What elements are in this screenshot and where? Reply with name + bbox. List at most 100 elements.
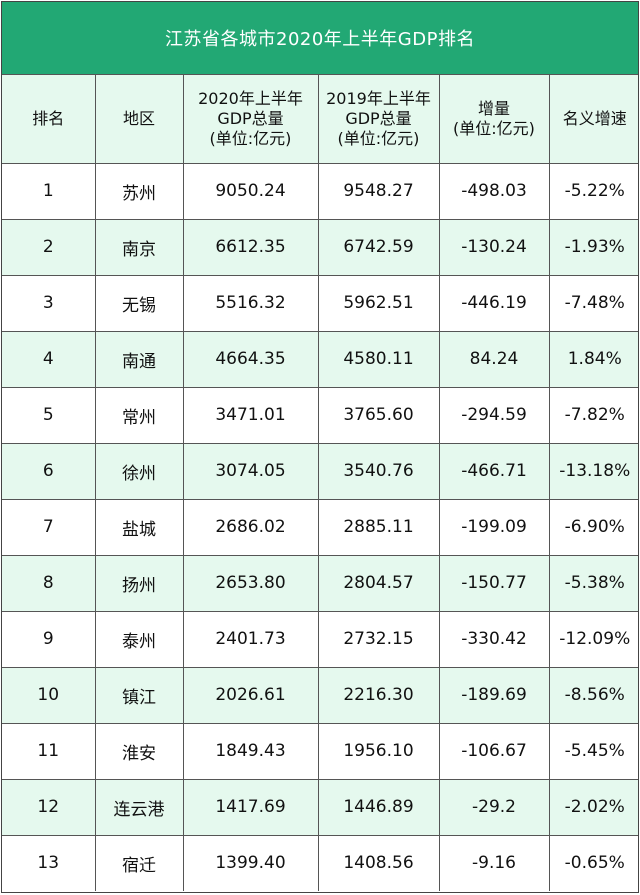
increment-cell: -466.71 <box>438 442 550 500</box>
table-header-row: 排名 地区 2020年上半年 GDP总量 (单位:亿元) 2019年上半年 GD… <box>2 75 638 164</box>
table-row: 4 南通 4664.35 4580.11 84.24 1.84% <box>2 330 638 388</box>
increment-cell: -130.24 <box>438 218 550 276</box>
gdp-2019-cell: 2885.11 <box>317 498 440 556</box>
region-cell: 苏州 <box>94 162 184 220</box>
rank-cell: 11 <box>2 722 96 780</box>
increment-cell: -294.59 <box>438 386 550 444</box>
increment-cell: -29.2 <box>438 778 550 836</box>
column-header-nominal-growth: 名义增速 <box>548 75 638 164</box>
growth-cell: -0.65% <box>548 834 638 891</box>
gdp-2020-cell: 2686.02 <box>182 498 319 556</box>
gdp-2019-cell: 3765.60 <box>317 386 440 444</box>
growth-cell: -6.90% <box>548 498 638 556</box>
gdp-2019-cell: 2804.57 <box>317 554 440 612</box>
gdp-2020-cell: 5516.32 <box>182 274 319 332</box>
increment-cell: -330.42 <box>438 610 550 668</box>
rank-cell: 13 <box>2 834 96 891</box>
region-cell: 宿迁 <box>94 834 184 891</box>
gdp-2020-cell: 3074.05 <box>182 442 319 500</box>
region-cell: 泰州 <box>94 610 184 668</box>
region-cell: 盐城 <box>94 498 184 556</box>
increment-cell: -446.19 <box>438 274 550 332</box>
increment-cell: -199.09 <box>438 498 550 556</box>
table-row: 2 南京 6612.35 6742.59 -130.24 -1.93% <box>2 218 638 276</box>
gdp-2019-cell: 2732.15 <box>317 610 440 668</box>
region-cell: 连云港 <box>94 778 184 836</box>
growth-cell: -13.18% <box>548 442 638 500</box>
rank-cell: 3 <box>2 274 96 332</box>
table-row: 1 苏州 9050.24 9548.27 -498.03 -5.22% <box>2 162 638 220</box>
gdp-2019-cell: 1408.56 <box>317 834 440 891</box>
growth-cell: -5.38% <box>548 554 638 612</box>
region-cell: 镇江 <box>94 666 184 724</box>
region-cell: 扬州 <box>94 554 184 612</box>
table-row: 5 常州 3471.01 3765.60 -294.59 -7.82% <box>2 386 638 444</box>
growth-cell: -5.45% <box>548 722 638 780</box>
gdp-2019-cell: 1956.10 <box>317 722 440 780</box>
gdp-2020-cell: 3471.01 <box>182 386 319 444</box>
increment-cell: 84.24 <box>438 330 550 388</box>
gdp-2019-cell: 5962.51 <box>317 274 440 332</box>
table-row: 3 无锡 5516.32 5962.51 -446.19 -7.48% <box>2 274 638 332</box>
growth-cell: -12.09% <box>548 610 638 668</box>
increment-cell: -9.16 <box>438 834 550 891</box>
rank-cell: 5 <box>2 386 96 444</box>
gdp-ranking-table: 排名 地区 2020年上半年 GDP总量 (单位:亿元) 2019年上半年 GD… <box>2 75 638 891</box>
column-header-region: 地区 <box>94 75 184 164</box>
growth-cell: -2.02% <box>548 778 638 836</box>
growth-cell: -7.82% <box>548 386 638 444</box>
gdp-2020-cell: 6612.35 <box>182 218 319 276</box>
growth-cell: -7.48% <box>548 274 638 332</box>
growth-cell: -1.93% <box>548 218 638 276</box>
table-title: 江苏省各城市2020年上半年GDP排名 <box>2 2 638 75</box>
region-cell: 常州 <box>94 386 184 444</box>
rank-cell: 8 <box>2 554 96 612</box>
growth-cell: -5.22% <box>548 162 638 220</box>
table-row: 13 宿迁 1399.40 1408.56 -9.16 -0.65% <box>2 834 638 891</box>
rank-cell: 10 <box>2 666 96 724</box>
gdp-2020-cell: 2653.80 <box>182 554 319 612</box>
gdp-2020-cell: 4664.35 <box>182 330 319 388</box>
rank-cell: 7 <box>2 498 96 556</box>
column-header-gdp-2019h1: 2019年上半年 GDP总量 (单位:亿元) <box>317 75 440 164</box>
increment-cell: -150.77 <box>438 554 550 612</box>
gdp-2019-cell: 3540.76 <box>317 442 440 500</box>
rank-cell: 1 <box>2 162 96 220</box>
gdp-2020-cell: 1417.69 <box>182 778 319 836</box>
gdp-2020-cell: 2026.61 <box>182 666 319 724</box>
growth-cell: 1.84% <box>548 330 638 388</box>
gdp-2020-cell: 2401.73 <box>182 610 319 668</box>
region-cell: 南通 <box>94 330 184 388</box>
gdp-2019-cell: 6742.59 <box>317 218 440 276</box>
increment-cell: -189.69 <box>438 666 550 724</box>
gdp-2019-cell: 1446.89 <box>317 778 440 836</box>
column-header-increment: 增量 (单位:亿元) <box>438 75 550 164</box>
rank-cell: 9 <box>2 610 96 668</box>
region-cell: 淮安 <box>94 722 184 780</box>
region-cell: 南京 <box>94 218 184 276</box>
rank-cell: 4 <box>2 330 96 388</box>
gdp-2020-cell: 1849.43 <box>182 722 319 780</box>
table-row: 9 泰州 2401.73 2732.15 -330.42 -12.09% <box>2 610 638 668</box>
gdp-2020-cell: 9050.24 <box>182 162 319 220</box>
rank-cell: 2 <box>2 218 96 276</box>
table-row: 7 盐城 2686.02 2885.11 -199.09 -6.90% <box>2 498 638 556</box>
table-row: 8 扬州 2653.80 2804.57 -150.77 -5.38% <box>2 554 638 612</box>
growth-cell: -8.56% <box>548 666 638 724</box>
table-row: 10 镇江 2026.61 2216.30 -189.69 -8.56% <box>2 666 638 724</box>
rank-cell: 6 <box>2 442 96 500</box>
table-row: 11 淮安 1849.43 1956.10 -106.67 -5.45% <box>2 722 638 780</box>
region-cell: 无锡 <box>94 274 184 332</box>
column-header-gdp-2020h1: 2020年上半年 GDP总量 (单位:亿元) <box>182 75 319 164</box>
gdp-2019-cell: 4580.11 <box>317 330 440 388</box>
region-cell: 徐州 <box>94 442 184 500</box>
column-header-rank: 排名 <box>2 75 96 164</box>
rank-cell: 12 <box>2 778 96 836</box>
gdp-2019-cell: 2216.30 <box>317 666 440 724</box>
increment-cell: -106.67 <box>438 722 550 780</box>
table-row: 6 徐州 3074.05 3540.76 -466.71 -13.18% <box>2 442 638 500</box>
increment-cell: -498.03 <box>438 162 550 220</box>
table-row: 12 连云港 1417.69 1446.89 -29.2 -2.02% <box>2 778 638 836</box>
gdp-2020-cell: 1399.40 <box>182 834 319 891</box>
